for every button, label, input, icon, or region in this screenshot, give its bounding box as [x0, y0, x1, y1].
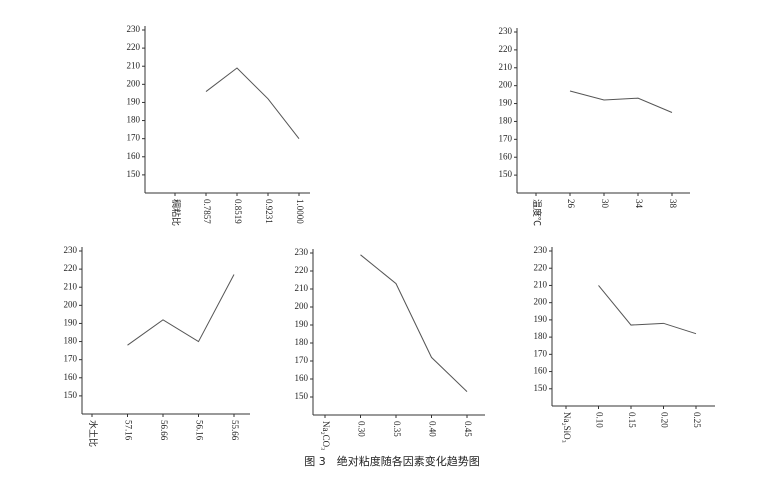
- x-tick-label: 0.45: [463, 421, 473, 437]
- y-tick-label: 210: [295, 283, 309, 293]
- x-tick-label: 55.66: [230, 420, 240, 441]
- y-tick-label: 200: [64, 299, 78, 309]
- x-tick-label: 0.35: [392, 421, 402, 437]
- x-tick-label: 稠粘比: [171, 199, 182, 226]
- y-tick-label: 200: [499, 80, 513, 90]
- y-tick-label: 150: [534, 383, 548, 393]
- y-tick-label: 230: [534, 245, 548, 255]
- y-tick-label: 200: [534, 297, 548, 307]
- x-tick-label: 30: [600, 199, 610, 209]
- data-line: [205, 67, 300, 139]
- y-tick-label: 230: [127, 24, 141, 34]
- y-tick-label: 170: [295, 355, 309, 365]
- y-tick-label: 210: [534, 280, 548, 290]
- x-tick-label: 56.66: [159, 420, 169, 441]
- y-tick-label: 190: [295, 319, 309, 329]
- y-tick-label: 180: [295, 337, 309, 347]
- y-tick-label: 150: [64, 390, 78, 400]
- y-tick-label: 160: [64, 372, 78, 382]
- y-tick-label: 160: [499, 151, 513, 161]
- x-tick-label: 0.20: [659, 412, 669, 428]
- y-tick-label: 220: [64, 263, 78, 273]
- y-tick-label: 220: [295, 265, 309, 275]
- x-tick-label: 57.16: [123, 420, 133, 441]
- y-tick-label: 180: [534, 331, 548, 341]
- x-tick-label: 0.9231: [264, 199, 274, 224]
- x-tick-label: 0.25: [692, 412, 702, 428]
- data-line: [569, 90, 673, 113]
- y-tick-label: 170: [64, 354, 78, 364]
- y-tick-label: 210: [499, 62, 513, 72]
- y-tick-label: 180: [127, 115, 141, 125]
- data-line: [127, 274, 235, 346]
- y-tick-label: 210: [127, 60, 141, 70]
- x-tick-label: 水土比: [88, 420, 99, 447]
- y-tick-label: 160: [534, 366, 548, 376]
- x-tick-label: 0.7857: [202, 199, 212, 224]
- y-tick-label: 230: [64, 245, 78, 255]
- y-tick-label: 230: [499, 26, 513, 36]
- caption: 图 3 绝对粘度随各因素变化趋势图: [304, 454, 480, 468]
- y-tick-label: 160: [127, 151, 141, 161]
- x-tick-label: 0.30: [356, 421, 366, 437]
- data-line: [598, 285, 697, 335]
- x-tick-label: 0.15: [627, 412, 637, 428]
- y-tick-label: 190: [64, 318, 78, 328]
- x-tick-label: 38: [668, 199, 678, 209]
- x-tick-label: 0.10: [594, 412, 604, 428]
- y-tick-label: 180: [64, 336, 78, 346]
- y-tick-label: 180: [499, 116, 513, 126]
- y-tick-label: 220: [534, 262, 548, 272]
- x-tick-label: 56.16: [194, 420, 204, 441]
- y-tick-label: 190: [499, 98, 513, 108]
- y-tick-label: 170: [499, 133, 513, 143]
- y-tick-label: 160: [295, 373, 309, 383]
- y-tick-label: 220: [499, 44, 513, 54]
- x-tick-label: Na₂CO₃: [321, 421, 331, 450]
- y-tick-label: 200: [127, 78, 141, 88]
- x-tick-label: 34: [634, 199, 644, 209]
- y-tick-label: 190: [534, 314, 548, 324]
- x-tick-label: 1.0000: [295, 199, 305, 224]
- x-tick-label: 温度℃: [532, 199, 543, 226]
- y-tick-label: 210: [64, 281, 78, 291]
- y-tick-label: 200: [295, 301, 309, 311]
- y-tick-label: 150: [295, 391, 309, 401]
- y-tick-label: 190: [127, 97, 141, 107]
- y-tick-label: 170: [127, 133, 141, 143]
- x-tick-label: 0.8519: [233, 199, 243, 224]
- y-tick-label: 150: [499, 169, 513, 179]
- x-tick-label: Na₂SiO₃: [562, 412, 572, 443]
- y-tick-label: 220: [127, 42, 141, 52]
- x-tick-label: 26: [566, 199, 576, 209]
- y-tick-label: 170: [534, 348, 548, 358]
- y-tick-label: 150: [127, 169, 141, 179]
- x-tick-label: 0.40: [427, 421, 437, 437]
- data-line: [360, 254, 468, 392]
- y-tick-label: 230: [295, 247, 309, 257]
